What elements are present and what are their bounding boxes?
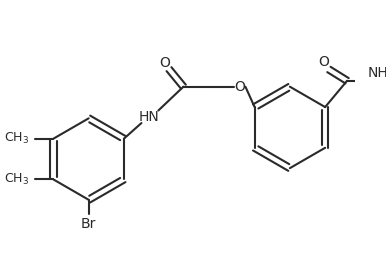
Text: NH: NH <box>368 66 386 80</box>
Text: CH$_3$: CH$_3$ <box>5 172 30 187</box>
Text: O: O <box>159 56 170 70</box>
Text: HN: HN <box>139 110 159 124</box>
Text: O: O <box>318 55 329 69</box>
Text: CH$_3$: CH$_3$ <box>5 131 30 146</box>
Text: O: O <box>234 80 245 94</box>
Text: Br: Br <box>81 217 96 231</box>
